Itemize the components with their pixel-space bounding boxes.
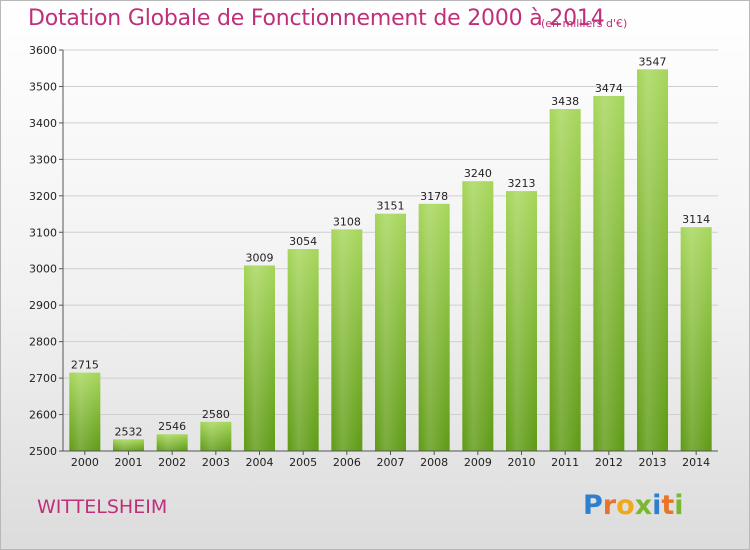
bar-highlight	[418, 203, 450, 451]
x-tick-label: 2005	[289, 456, 317, 469]
bar-highlight	[506, 191, 537, 451]
unit-label: (en milliers d'€)	[541, 17, 628, 30]
bar-highlight	[113, 439, 144, 451]
logo-letter: i	[674, 490, 684, 521]
data-label: 2546	[158, 420, 186, 433]
logo-letter: r	[602, 490, 617, 521]
y-tick-label: 3000	[29, 263, 57, 276]
y-tick-label: 2700	[29, 372, 57, 385]
x-tick-label: 2000	[71, 456, 99, 469]
data-label: 3240	[464, 167, 492, 180]
logo-letter: P	[583, 490, 603, 521]
y-tick-label: 3100	[29, 226, 57, 239]
bar-highlight	[462, 181, 494, 451]
data-labels: 2715 2532 2546 2580 3009 3054 3108 3151 3178 3240…	[71, 55, 710, 438]
bar-highlight	[287, 249, 319, 451]
x-tick-label: 2003	[202, 456, 230, 469]
bar-highlight	[375, 213, 406, 451]
bar-highlight	[69, 372, 101, 451]
proxiti-logo: Proxiti	[583, 490, 684, 521]
data-label: 3114	[682, 213, 710, 226]
data-label: 2532	[115, 425, 143, 438]
bar-highlight	[637, 69, 668, 451]
data-label: 3474	[595, 82, 623, 95]
x-tick-label: 2002	[158, 456, 186, 469]
y-tick-label: 2500	[29, 445, 57, 458]
logo-letter: o	[616, 490, 635, 521]
logo-letter: i	[652, 490, 662, 521]
x-tick-label: 2004	[246, 456, 274, 469]
bar-highlight	[331, 229, 363, 451]
x-tick-label: 2001	[115, 456, 143, 469]
axes: 2500 2600 2700 2800 2900 3000 3100 3200 3300 3400…	[29, 44, 718, 469]
y-tick-label: 3300	[29, 153, 57, 166]
logo-letter: t	[661, 490, 675, 521]
x-tick-label: 2009	[464, 456, 492, 469]
bar-highlight	[549, 109, 581, 451]
data-label: 3054	[289, 235, 317, 248]
commune-name: WITTELSHEIM	[37, 496, 168, 518]
x-tick-label: 2014	[682, 456, 710, 469]
y-tick-label: 2800	[29, 336, 57, 349]
y-tick-label: 2600	[29, 409, 57, 422]
data-label: 2580	[202, 408, 230, 421]
y-tick-label: 2900	[29, 299, 57, 312]
data-label: 3151	[377, 200, 405, 213]
data-label: 3547	[639, 55, 667, 68]
y-tick-label: 3500	[29, 80, 57, 93]
x-tick-label: 2011	[551, 456, 579, 469]
data-label: 2715	[71, 359, 99, 372]
data-label: 3213	[508, 177, 536, 190]
bar-highlight	[156, 434, 188, 451]
logo-letter: x	[634, 490, 653, 521]
chart-title: Dotation Globale de Fonctionnement de 20…	[28, 6, 605, 31]
y-tick-label: 3600	[29, 44, 57, 57]
bar-highlight	[593, 95, 625, 451]
x-tick-label: 2006	[333, 456, 361, 469]
bar-highlight	[200, 421, 232, 451]
x-tick-label: 2013	[639, 456, 667, 469]
data-label: 3108	[333, 215, 361, 228]
bars	[69, 69, 712, 451]
data-label: 3178	[420, 190, 448, 203]
bar-highlight	[244, 265, 275, 451]
data-label: 3438	[551, 95, 579, 108]
data-label: 3009	[246, 251, 274, 264]
x-tick-label: 2012	[595, 456, 623, 469]
x-tick-label: 2007	[377, 456, 405, 469]
y-tick-label: 3200	[29, 190, 57, 203]
y-tick-label: 3400	[29, 117, 57, 130]
x-tick-label: 2010	[508, 456, 536, 469]
x-tick-label: 2008	[420, 456, 448, 469]
bar-highlight	[680, 227, 712, 451]
